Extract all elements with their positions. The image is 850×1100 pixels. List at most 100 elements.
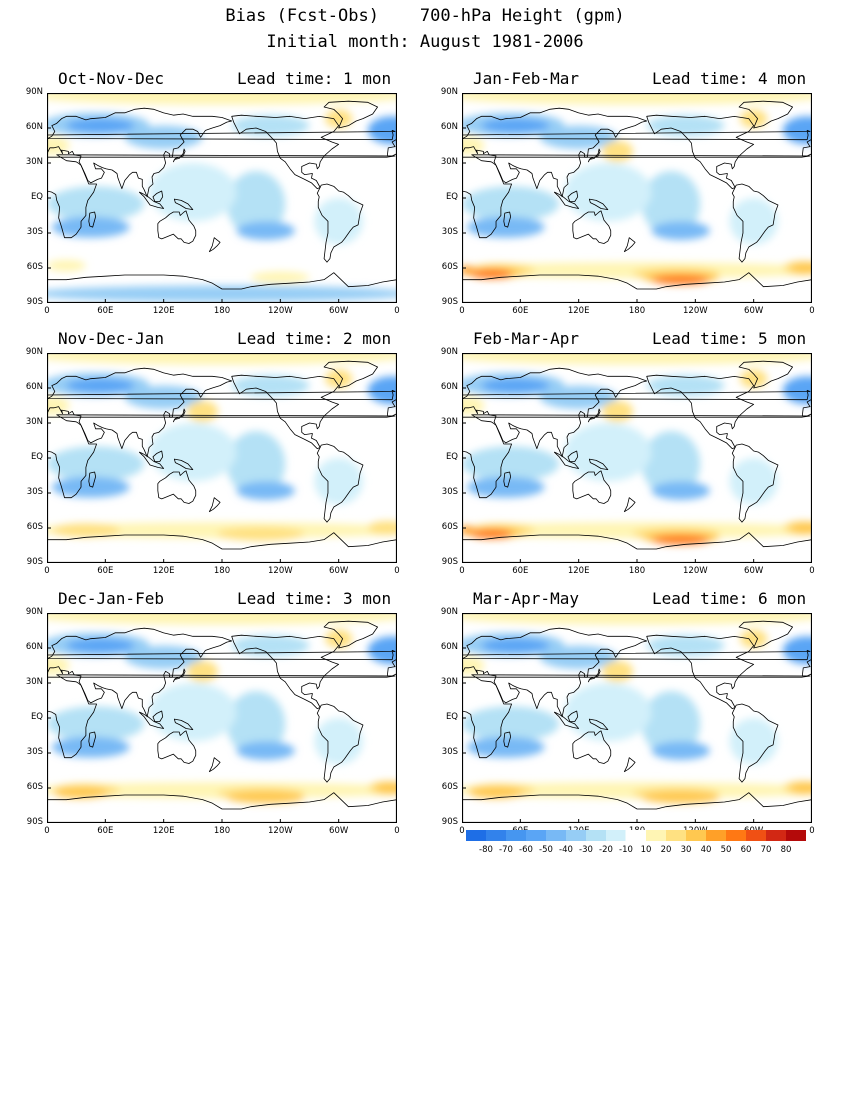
colorbar-swatch [706, 830, 726, 841]
continent-greenland [323, 100, 378, 129]
southern-band [462, 782, 812, 799]
arctic-warm-band [47, 93, 397, 105]
south-america-negative [729, 458, 778, 505]
lat-tick-label: EQ [30, 452, 43, 462]
coastlines [47, 100, 397, 303]
colorbar-swatch [486, 830, 506, 841]
pacific-tropical-negative [226, 691, 286, 757]
pacific-negative [646, 635, 725, 657]
maritime-negative [149, 163, 237, 222]
bias-map [47, 93, 397, 303]
continent-new-zealand [208, 237, 221, 253]
continent-madagascar [88, 471, 97, 488]
lat-tick-label: 30S [26, 227, 43, 237]
lat-tick-label: 30S [441, 747, 458, 757]
lon-tick-label: 0 [809, 826, 815, 836]
lat-tick-label: 90S [441, 557, 458, 567]
lat-tick-label: 30N [440, 157, 458, 167]
lat-tick-label: 60N [25, 122, 43, 132]
indian-negative [462, 186, 560, 222]
lat-tick-label: 60S [26, 262, 43, 272]
colorbar-swatch [546, 830, 566, 841]
greenland-positive [740, 369, 768, 388]
lat-tick-label: EQ [30, 192, 43, 202]
south-pacific-negative [651, 221, 710, 241]
continent-japan [587, 148, 601, 163]
map-panel [47, 353, 397, 563]
lat-tick-label: EQ [445, 452, 458, 462]
pacific-tropical-negative [226, 431, 286, 497]
continent-japan [587, 408, 601, 423]
colorbar-swatch [586, 830, 606, 841]
colorbar-swatch [526, 830, 546, 841]
south-america-negative [314, 718, 363, 765]
colorbar-swatch [726, 830, 746, 841]
pacific-negative [231, 115, 310, 137]
south-indian-negative [51, 736, 130, 758]
continent-japan [172, 668, 186, 683]
lat-tick-label: 60N [440, 122, 458, 132]
lon-tick-label: 60W [329, 306, 349, 316]
lon-tick-label: 60E [512, 566, 529, 576]
south-america-negative [314, 458, 363, 505]
continent-indonesia [138, 451, 165, 469]
lat-tick-label: 90N [25, 607, 43, 617]
lat-tick-label: 90N [440, 87, 458, 97]
southern-band [462, 262, 812, 279]
southern-band [47, 782, 397, 799]
continent-new-guinea [588, 458, 609, 471]
bias-field [47, 613, 397, 823]
colorbar-swatch [766, 830, 786, 841]
maritime-negative [564, 423, 652, 482]
south-indian-negative [51, 216, 130, 238]
arctic-warm-band [462, 613, 812, 625]
continent-madagascar [503, 471, 512, 488]
continent-antarctica [47, 792, 397, 823]
continent-africa-wrap [47, 674, 396, 759]
figure-title: Bias (Fcst-Obs) 700-hPa Height (gpm) [225, 6, 625, 26]
continent-new-zealand [623, 497, 636, 513]
south-indian-negative [466, 476, 545, 498]
colorbar-label: 60 [741, 845, 752, 855]
pacific-negative [646, 115, 725, 137]
colorbar-label: 40 [701, 845, 712, 855]
lon-tick-label: 180 [213, 826, 231, 836]
colorbar: -80 -70 -60 -50 -40 -30 -20 -10 10 20 30 40 50 60 70 80 [466, 830, 806, 855]
lon-tick-label: 60E [97, 566, 114, 576]
lat-tick-label: EQ [445, 712, 458, 722]
pacific-tropical-negative [641, 431, 701, 497]
atlantic-negative [367, 636, 397, 665]
colorbar-label: -10 [619, 845, 633, 855]
southern-band-core-b [217, 526, 305, 541]
lon-tick-label: 60W [744, 306, 764, 316]
continent-south-america [731, 703, 779, 783]
continent-antarctica [462, 792, 812, 823]
continent-new-zealand [623, 237, 636, 253]
lat-tick-label: 30S [26, 487, 43, 497]
continent-madagascar [88, 731, 97, 748]
lat-tick-label: EQ [445, 192, 458, 202]
continent-africa-wrap [462, 154, 811, 239]
north-pacific-positive [187, 660, 219, 682]
continent-indonesia [138, 191, 165, 209]
lon-tick-label: 120W [268, 306, 293, 316]
atlantic-negative [367, 376, 397, 405]
lon-tick-label: 120W [683, 306, 708, 316]
southern-weak-positive [47, 259, 86, 272]
arctic-warm-band [47, 353, 397, 365]
north-pacific-positive [602, 140, 634, 162]
continent-south-america [316, 183, 364, 263]
continent-north-america [646, 114, 755, 190]
lon-tick-label: 120E [152, 306, 175, 316]
lon-tick-label: 0 [44, 826, 50, 836]
bias-map [47, 353, 397, 563]
map-panel [462, 93, 812, 303]
lat-tick-label: 30N [440, 417, 458, 427]
north-pacific-positive [602, 660, 634, 682]
continent-borneo [152, 190, 164, 202]
bias-map [462, 613, 812, 823]
continent-new-zealand [208, 757, 221, 773]
lon-tick-label: 60W [329, 566, 349, 576]
continent-new-zealand [208, 497, 221, 513]
lat-tick-label: 30N [25, 417, 43, 427]
